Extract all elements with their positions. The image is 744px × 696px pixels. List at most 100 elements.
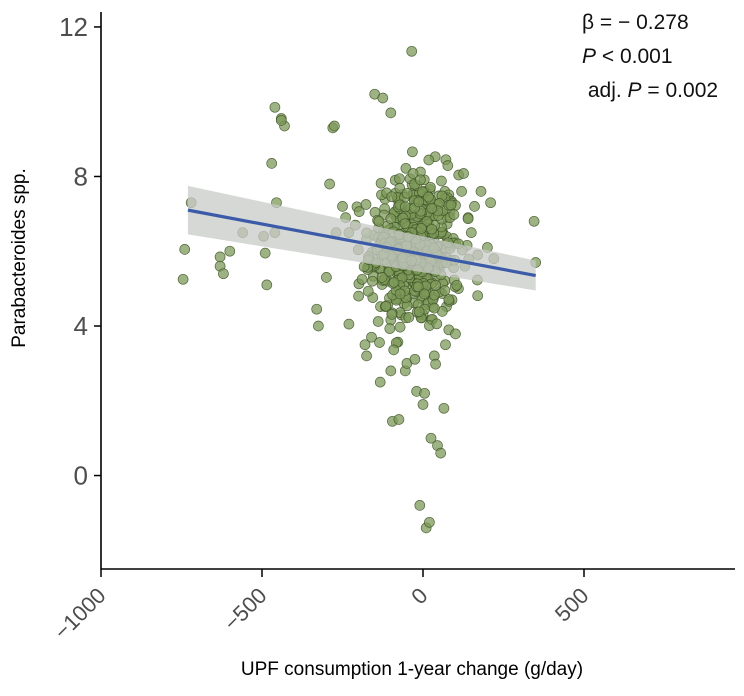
data-point xyxy=(386,191,398,203)
data-point xyxy=(393,414,405,425)
data-point xyxy=(409,353,421,365)
data-point xyxy=(373,215,385,227)
data-point xyxy=(417,399,429,410)
data-point xyxy=(425,432,437,444)
y-tick-label: 0 xyxy=(74,461,88,491)
data-point xyxy=(399,201,411,213)
p-value-text: < 0.001 xyxy=(596,45,673,68)
data-point xyxy=(445,199,457,211)
adj-p-symbol: P xyxy=(627,79,642,102)
x-tick-label: 500 xyxy=(550,583,594,627)
data-point xyxy=(224,245,236,257)
data-point xyxy=(259,247,271,259)
data-point xyxy=(374,337,385,348)
data-point xyxy=(399,218,411,229)
data-point xyxy=(388,276,400,288)
data-point xyxy=(356,273,368,285)
data-point xyxy=(442,160,454,171)
x-tick-label: −500 xyxy=(219,583,272,636)
data-point xyxy=(353,290,364,302)
data-point xyxy=(424,516,435,528)
x-tick-label: 0 xyxy=(406,583,432,609)
data-point xyxy=(380,300,392,312)
data-point xyxy=(367,275,378,287)
data-point xyxy=(450,328,461,340)
data-point xyxy=(414,500,426,511)
data-point xyxy=(426,223,438,235)
data-point xyxy=(451,279,463,291)
y-tick-label: 12 xyxy=(59,12,88,42)
data-point xyxy=(419,387,430,399)
regression-line xyxy=(187,208,536,278)
y-axis-title: Parabacteroides spp. xyxy=(9,168,30,348)
data-point xyxy=(421,215,433,227)
y-tick-label: 4 xyxy=(74,311,88,341)
data-point xyxy=(439,285,451,296)
data-point xyxy=(430,279,441,291)
data-point xyxy=(456,186,467,197)
data-point xyxy=(313,320,324,332)
beta-value: β = − 0.278 xyxy=(582,11,689,34)
data-point xyxy=(428,302,440,314)
data-point xyxy=(343,318,355,330)
data-point xyxy=(431,318,443,330)
data-point xyxy=(428,289,440,301)
data-point xyxy=(266,158,278,169)
data-point xyxy=(214,251,226,263)
data-point xyxy=(416,223,427,234)
data-point xyxy=(311,303,323,315)
data-point xyxy=(394,321,406,333)
stats-annotation: β = − 0.278 P < 0.001 adj. P = 0.002 xyxy=(582,6,718,108)
x-axis-title: UPF consumption 1-year change (g/day) xyxy=(241,659,583,680)
data-point xyxy=(261,279,273,291)
data-point xyxy=(374,376,386,388)
data-point xyxy=(372,316,384,327)
data-point xyxy=(177,273,189,285)
data-point xyxy=(472,290,484,302)
data-point xyxy=(462,213,474,225)
data-point xyxy=(412,281,424,293)
data-point xyxy=(443,294,455,305)
data-point xyxy=(366,331,377,343)
data-point xyxy=(385,213,397,225)
data-point xyxy=(413,196,425,208)
data-point xyxy=(218,268,229,280)
data-point xyxy=(407,168,419,179)
data-point xyxy=(394,173,405,185)
data-point xyxy=(275,115,287,126)
y-axis-ticks: 0 4 8 12 xyxy=(59,12,101,491)
data-point xyxy=(418,288,430,300)
data-point xyxy=(329,120,340,132)
data-point xyxy=(436,175,447,187)
data-points xyxy=(177,45,542,534)
data-point xyxy=(423,191,434,203)
data-point xyxy=(469,201,480,212)
data-point xyxy=(406,45,418,57)
data-point xyxy=(475,186,487,197)
adjusted-p-value: adj. P = 0.002 xyxy=(582,74,718,108)
adj-prefix: adj. xyxy=(587,79,628,102)
data-point xyxy=(448,209,460,220)
data-point xyxy=(430,358,441,370)
data-point xyxy=(269,101,281,113)
data-point xyxy=(423,154,435,166)
data-point xyxy=(361,350,372,362)
data-point xyxy=(407,146,418,158)
data-point xyxy=(394,288,406,300)
p-symbol: P xyxy=(582,45,597,68)
data-point xyxy=(353,206,365,217)
confidence-band xyxy=(187,185,536,291)
data-point xyxy=(360,199,372,210)
data-point xyxy=(321,272,332,283)
data-point xyxy=(435,447,447,459)
data-point xyxy=(324,178,335,190)
data-point xyxy=(388,344,400,356)
data-point xyxy=(362,285,374,297)
data-point xyxy=(401,187,413,199)
data-point xyxy=(485,197,496,209)
data-point xyxy=(440,339,451,351)
y-tick-label: 8 xyxy=(74,161,88,191)
data-point xyxy=(377,92,389,104)
data-point xyxy=(376,272,388,283)
